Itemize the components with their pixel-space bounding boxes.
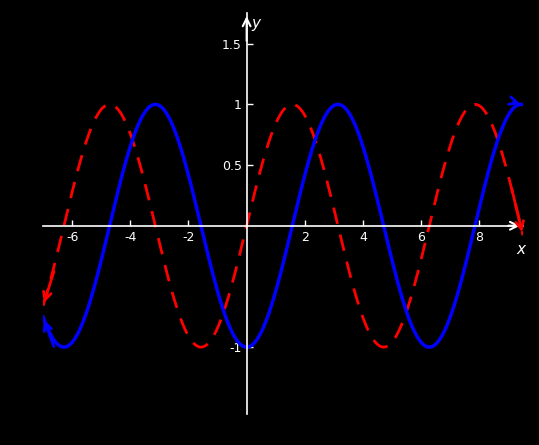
Text: x: x: [517, 242, 526, 256]
Text: y: y: [252, 16, 261, 31]
